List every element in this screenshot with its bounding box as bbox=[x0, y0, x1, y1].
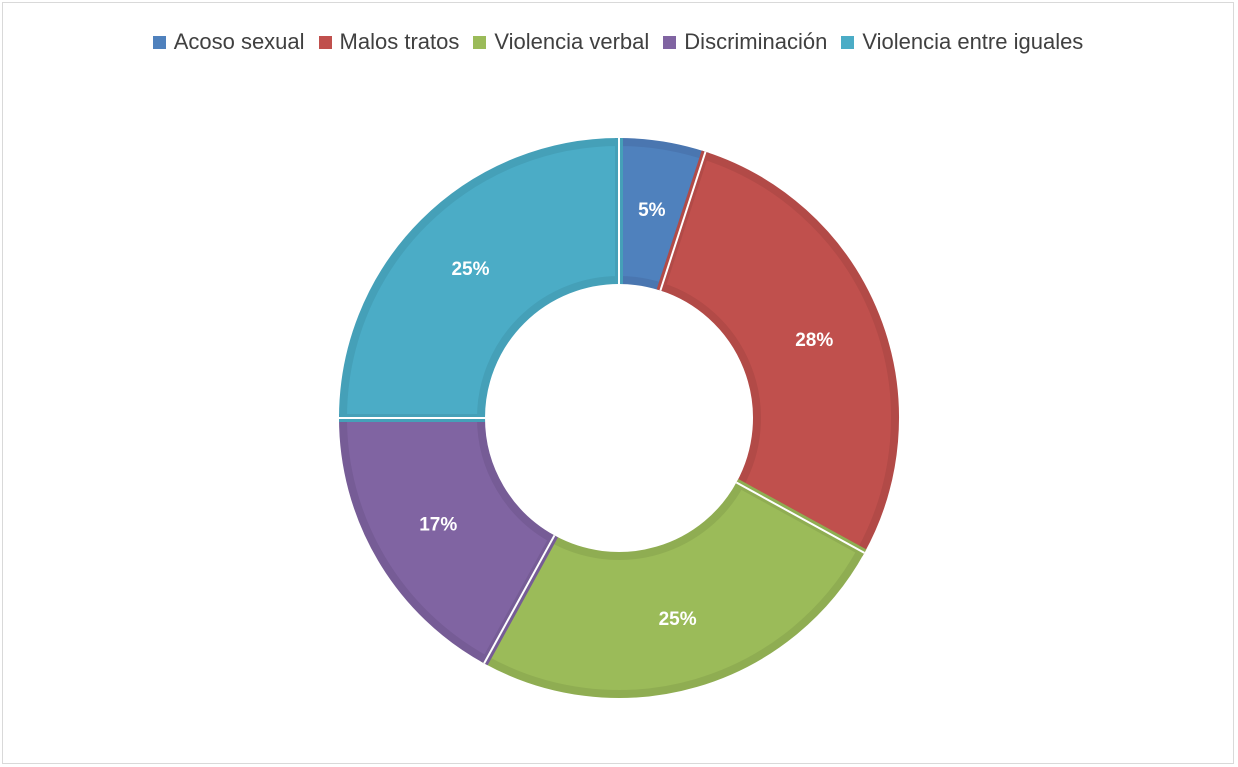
data-label: 28% bbox=[795, 330, 833, 351]
data-label: 25% bbox=[451, 259, 489, 280]
legend-item-violencia-verbal: Violencia verbal bbox=[473, 29, 649, 55]
donut-slice bbox=[338, 414, 558, 666]
slice-separator bbox=[659, 151, 707, 291]
legend-item-discriminacion: Discriminación bbox=[663, 29, 827, 55]
legend-swatch bbox=[663, 35, 677, 49]
data-label: 5% bbox=[638, 200, 666, 221]
legend-label: Malos tratos bbox=[339, 29, 460, 54]
legend-swatch bbox=[841, 35, 855, 49]
legend-item-violencia-entre-iguales: Violencia entre iguales bbox=[841, 29, 1083, 55]
data-label: 17% bbox=[419, 514, 457, 535]
legend-swatch bbox=[152, 35, 166, 49]
legend-swatch bbox=[473, 35, 487, 49]
slice-separator bbox=[483, 534, 556, 664]
legend-label: Discriminación bbox=[684, 29, 828, 54]
legend-item-malos-tratos: Malos tratos bbox=[318, 29, 460, 55]
donut-slice bbox=[656, 150, 899, 557]
legend-label: Violencia entre iguales bbox=[862, 29, 1084, 54]
donut-slice bbox=[480, 479, 867, 698]
legend-item-acoso-sexual: Acoso sexual bbox=[152, 29, 305, 55]
chart-legend: Acoso sexual Malos tratos Violencia verb… bbox=[3, 29, 1233, 55]
legend-label: Acoso sexual bbox=[173, 29, 305, 54]
data-label: 25% bbox=[659, 609, 697, 630]
legend-swatch bbox=[318, 35, 332, 49]
legend-label: Violencia verbal bbox=[494, 29, 650, 54]
slice-separator bbox=[735, 481, 865, 554]
donut-slice bbox=[338, 137, 623, 422]
